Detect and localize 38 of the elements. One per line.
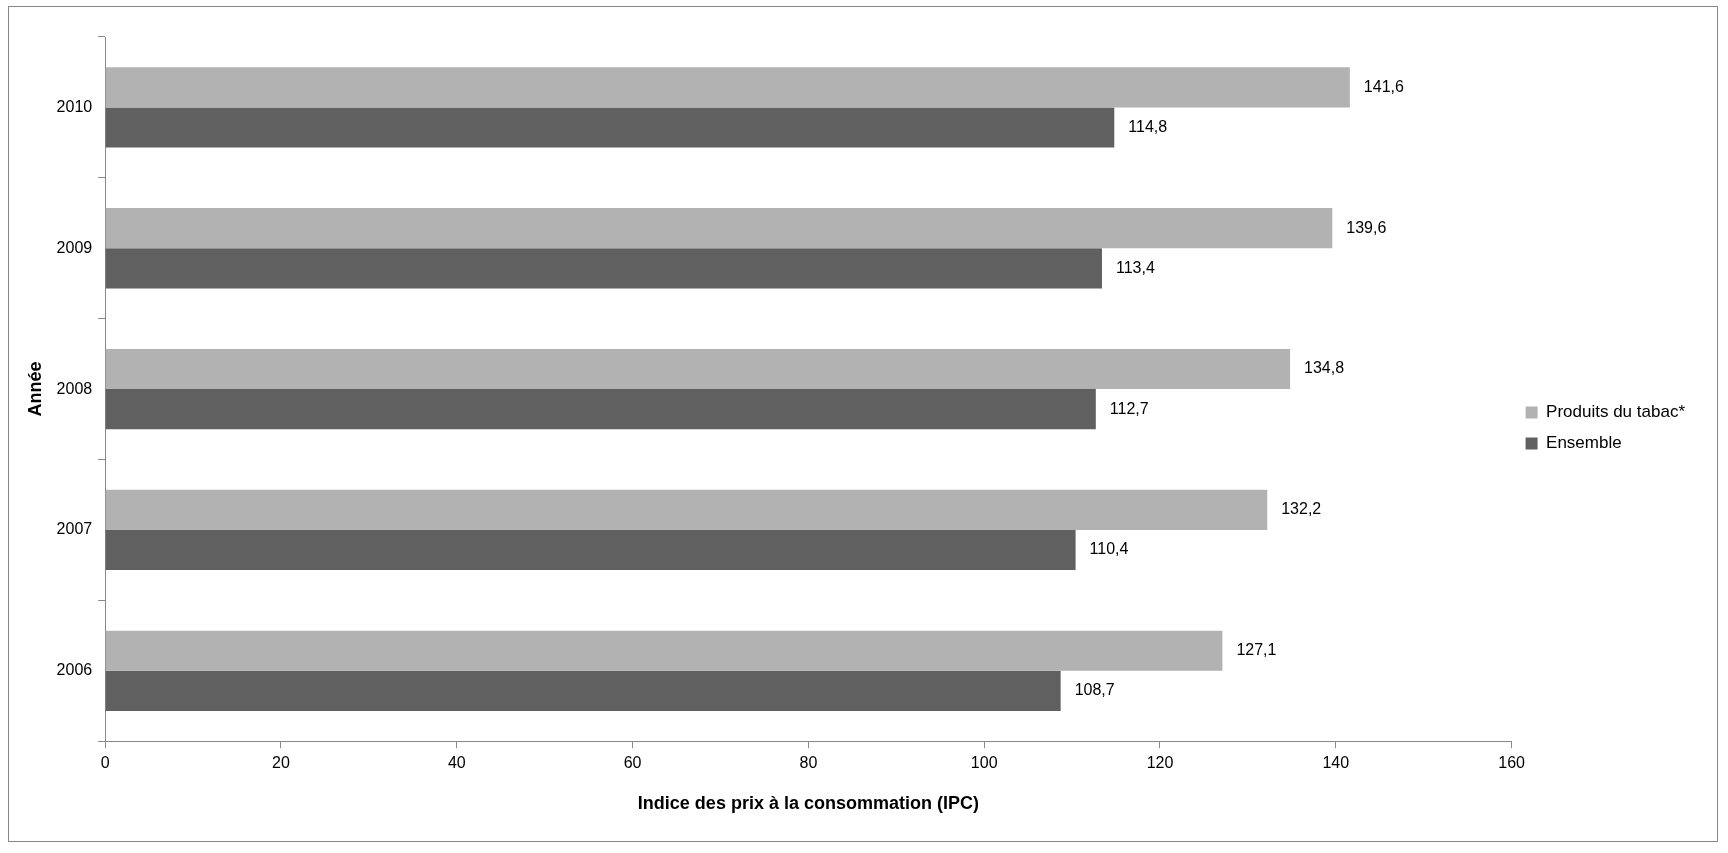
y-tick-label: 2006: [56, 661, 93, 679]
y-tick-label: 2007: [56, 520, 93, 538]
legend-label: Produits du tabac*: [1546, 402, 1686, 422]
x-tick-label: 80: [799, 754, 818, 772]
y-tick-label: 2008: [56, 379, 93, 397]
data-label: 112,7: [1109, 399, 1149, 417]
bar: [105, 529, 1076, 571]
data-label: 114,8: [1128, 117, 1168, 135]
data-label: 139,6: [1346, 218, 1387, 236]
x-tick-label: 40: [447, 754, 466, 772]
legend-label: Ensemble: [1546, 433, 1622, 453]
bar: [105, 489, 1268, 530]
bar: [105, 389, 1096, 430]
bar: [105, 630, 1223, 671]
bar: [105, 248, 1102, 289]
bar: [105, 348, 1291, 390]
y-tick-label: 2010: [56, 97, 93, 115]
x-tick-label: 0: [100, 754, 110, 772]
data-label: 141,6: [1363, 77, 1404, 95]
data-label: 132,2: [1281, 500, 1322, 518]
bar: [105, 670, 1061, 711]
y-axis-title: Année: [24, 361, 45, 417]
x-tick-label: 20: [272, 754, 290, 772]
bar: [105, 107, 1115, 148]
data-label: 134,8: [1304, 359, 1345, 377]
data-label: 110,4: [1089, 540, 1129, 558]
x-tick-label: 120: [1146, 754, 1174, 772]
x-axis-title: Indice des prix à la consommation (IPC): [637, 793, 979, 814]
bar: [105, 67, 1350, 108]
bar: [105, 208, 1333, 249]
y-tick-label: 2009: [56, 238, 93, 256]
x-tick-label: 160: [1498, 754, 1526, 772]
data-label: 108,7: [1074, 681, 1115, 699]
x-tick-label: 140: [1322, 754, 1350, 772]
data-label: 113,4: [1115, 258, 1155, 276]
x-tick-label: 100: [970, 754, 998, 772]
data-label: 127,1: [1236, 641, 1277, 659]
x-tick-label: 60: [623, 754, 642, 772]
